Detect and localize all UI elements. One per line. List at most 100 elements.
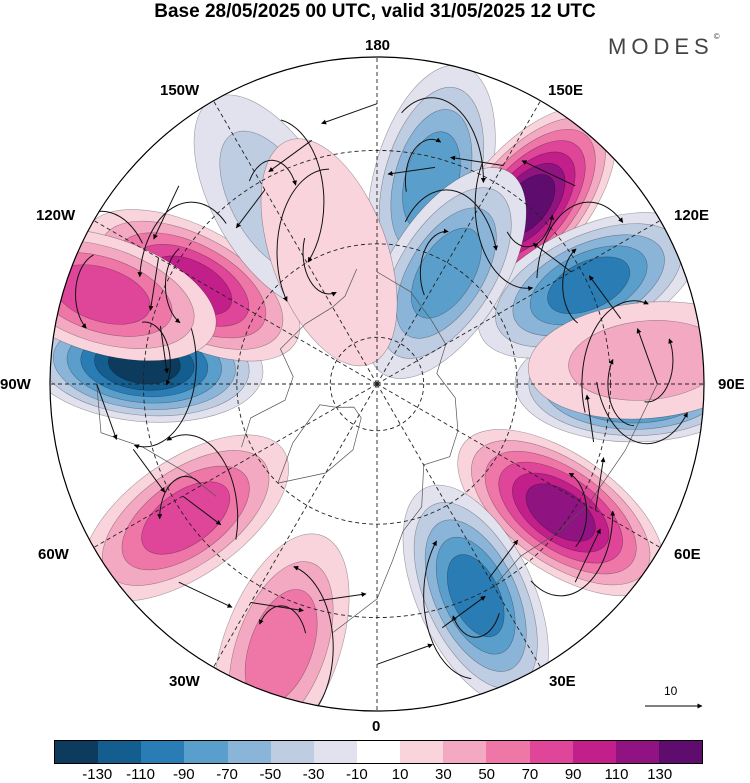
streamline-arrow — [588, 275, 622, 319]
colorbar-tick-label: 10 — [391, 766, 409, 783]
colorbar-tick-label: -10 — [346, 766, 368, 783]
colorbar-ticks: -130 -110 -90 -70 -50 -30 -10 10 30 50 70 90 110 130 — [0, 766, 750, 783]
colorbar-swatch — [572, 741, 616, 763]
streamline-arrow — [280, 119, 325, 263]
anomaly-cell — [457, 429, 664, 597]
meridian-line — [376, 220, 661, 385]
colorbar — [54, 740, 703, 764]
streamline-arrow — [132, 449, 166, 493]
streamline-arrow — [595, 457, 606, 511]
anomaly-contour — [410, 227, 482, 319]
colorbar-tick-label: -70 — [216, 766, 238, 783]
colorbar-swatch — [400, 741, 444, 763]
meridian-line — [376, 383, 541, 668]
streamline-arrow — [423, 540, 472, 680]
streamline-arrow — [318, 592, 367, 602]
lon-label-120e: 120E — [674, 207, 710, 224]
streamline-arrow — [178, 581, 233, 608]
streamline-arrow — [159, 325, 169, 374]
colorbar-tick-label: -50 — [259, 766, 282, 783]
lon-label-30e: 30E — [549, 673, 576, 690]
colorbar-tick-label: 110 — [604, 766, 629, 783]
colorbar-swatch — [98, 741, 142, 763]
colorbar-swatch — [184, 741, 228, 763]
lon-label-60e: 60E — [674, 546, 701, 563]
map-title: Base 28/05/2025 00 UTC, valid 31/05/2025… — [154, 1, 596, 22]
lon-label-0: 0 — [372, 718, 381, 735]
streamline-arrow — [581, 299, 649, 413]
streamline-arrow — [536, 201, 624, 279]
streamline-arrow — [607, 359, 634, 427]
parallel-line — [236, 243, 518, 525]
colorbar-tick-label: -110 — [126, 766, 155, 783]
colorbar-tick-label: -30 — [302, 766, 325, 783]
meridian-line — [93, 220, 378, 385]
lon-label-30w: 30W — [169, 673, 200, 690]
streamline-arrow — [419, 228, 449, 296]
streamline-arrow — [574, 528, 601, 583]
colorbar-swatch — [313, 741, 357, 763]
streamline-arrow — [302, 237, 337, 297]
streamline-arrow — [488, 539, 519, 579]
colorbar-swatch — [227, 741, 271, 763]
streamline-arrow — [401, 97, 486, 183]
meridian-line — [93, 383, 378, 548]
colorbar-swatch — [658, 741, 703, 763]
colorbar-tick-label: 90 — [564, 766, 582, 783]
colorbar-swatch — [356, 741, 401, 763]
colorbar-tick-label: 130 — [647, 766, 673, 783]
streamline-arrow — [636, 328, 658, 385]
colorbar-swatch — [486, 741, 530, 763]
streamline-arrow — [248, 159, 297, 186]
streamline-arrow — [450, 155, 504, 166]
lon-label-60w: 60W — [38, 546, 69, 563]
lon-label-180: 180 — [365, 37, 391, 54]
meridian-line — [213, 383, 378, 668]
streamline-arrow — [268, 139, 312, 173]
brand-logo: MODES© — [608, 32, 720, 59]
streamline-arrow — [166, 434, 239, 540]
streamline-arrow — [376, 643, 433, 665]
streamline-arrow — [164, 248, 181, 324]
parallel-line — [142, 149, 612, 619]
coastline — [241, 268, 358, 448]
streamline-arrow — [142, 321, 171, 386]
map-disc — [50, 57, 704, 711]
lon-label-90w: 90W — [0, 376, 31, 393]
lon-label-120w: 120W — [36, 207, 76, 224]
colorbar-swatch — [529, 741, 573, 763]
streamline-arrow — [96, 383, 118, 440]
colorbar-swatch — [55, 741, 99, 763]
colorbar-tick-label: -130 — [82, 766, 113, 783]
graticule — [50, 57, 704, 711]
streamline-arrow — [452, 613, 500, 638]
meridian-line — [376, 100, 541, 385]
colorbar-tick-label: 30 — [435, 766, 452, 783]
streamline-arrow — [235, 189, 266, 229]
streamline-arrow — [387, 166, 436, 176]
streamline-arrow — [404, 189, 498, 251]
streamline-arrow — [137, 201, 227, 278]
vector-scale-label: 10 — [664, 684, 678, 698]
streamline-arrow — [250, 602, 304, 613]
streamline-arrow — [75, 254, 94, 329]
meridian-line — [213, 100, 378, 385]
colorbar-swatch — [141, 741, 185, 763]
streamline-arrow — [259, 605, 307, 634]
streamline-arrow — [404, 137, 442, 192]
streamline-arrow — [321, 103, 378, 125]
streamline-arrow — [133, 328, 197, 450]
parallel-line — [329, 336, 425, 432]
coastline — [277, 404, 362, 484]
coastline — [332, 271, 459, 633]
streamline-arrow — [585, 394, 595, 443]
anomaly-contour — [525, 483, 596, 542]
colorbar-tick-label: 50 — [478, 766, 495, 783]
streamline-arrow — [530, 510, 616, 597]
streamline-arrow — [532, 242, 572, 273]
anomaly-contour — [446, 554, 505, 638]
streamline-arrow — [293, 565, 334, 711]
streamlines — [50, 97, 688, 711]
streamline-arrow — [562, 248, 578, 324]
